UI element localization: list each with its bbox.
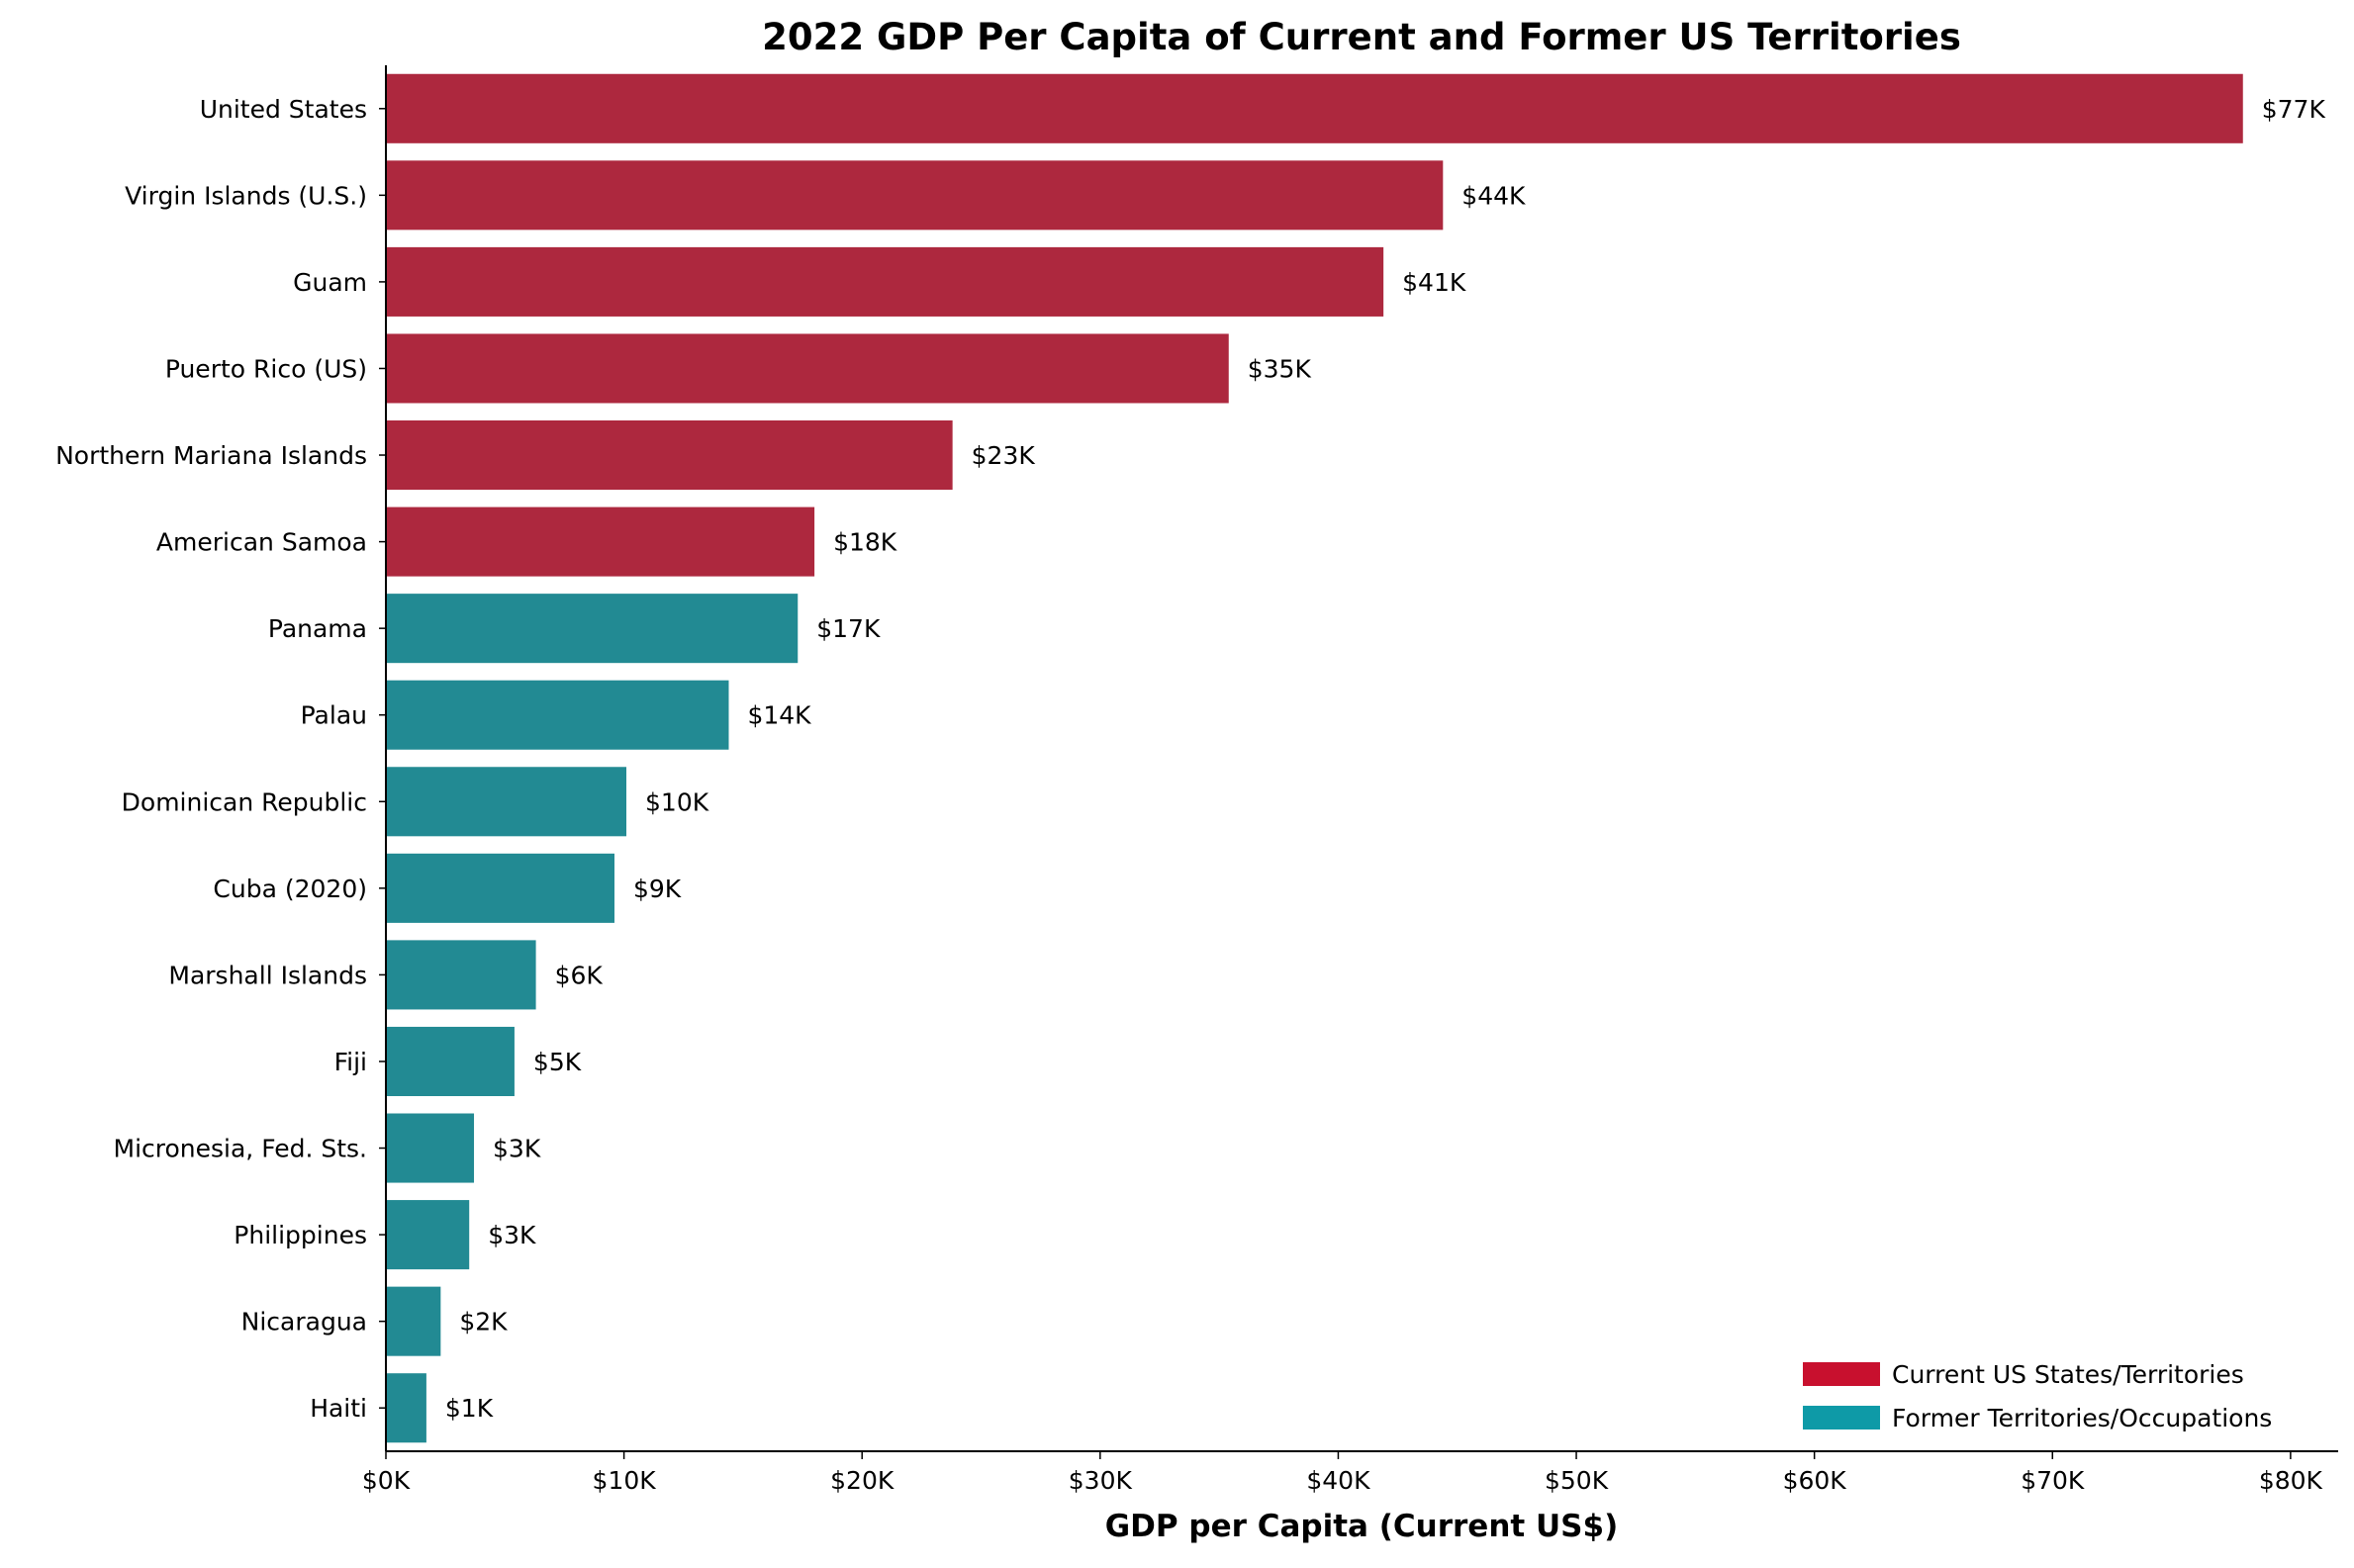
bar-nicaragua <box>386 1286 441 1356</box>
data-label: $14K <box>747 701 811 730</box>
bar-haiti <box>386 1373 426 1443</box>
bar-panama <box>386 594 799 664</box>
bar-fiji <box>386 1026 515 1096</box>
data-label: $77K <box>2262 95 2326 124</box>
data-label: $23K <box>972 441 1036 470</box>
data-label: $10K <box>645 787 709 816</box>
y-tick-label: Guam <box>293 268 367 297</box>
y-tick-label: Philippines <box>234 1221 367 1249</box>
bar-micronesia-fed-sts <box>386 1113 475 1183</box>
x-axis-label: GDP per Capita (Current US$) <box>1105 1509 1619 1544</box>
legend-label-current: Current US States/Territories <box>1892 1360 2244 1389</box>
bar-palau <box>386 680 729 750</box>
y-tick-label: United States <box>200 95 367 124</box>
y-tick-label: Northern Mariana Islands <box>55 441 367 470</box>
bar-guam <box>386 246 1384 317</box>
bar-american-samoa <box>386 507 815 577</box>
bar-dominican-republic <box>386 767 627 837</box>
axes-layer: United States Virgin Islands (U.S.) Guam Pu… <box>55 65 2338 1495</box>
legend-swatch-current <box>1803 1362 1880 1386</box>
y-tick-label: Puerto Rico (US) <box>165 354 367 383</box>
bars-layer: $77K $44K $41K $35K $23K $18K $17K $14K $10K $9K $… <box>386 73 2326 1443</box>
bar-united-states <box>386 73 2243 143</box>
y-tick-label: Micronesia, Fed. Sts. <box>114 1135 368 1163</box>
data-label: $6K <box>555 961 604 989</box>
y-tick-label: Haiti <box>310 1394 367 1423</box>
data-label: $44K <box>1461 181 1526 210</box>
data-label: $9K <box>633 875 682 903</box>
bar-marshall-islands <box>386 940 536 1010</box>
data-label: $3K <box>493 1135 541 1163</box>
data-label: $3K <box>488 1221 536 1249</box>
y-tick-label: Virgin Islands (U.S.) <box>125 181 367 210</box>
data-label: $35K <box>1248 354 1312 383</box>
bar-cuba-2020 <box>386 853 614 923</box>
x-tick-label: $40K <box>1306 1466 1370 1495</box>
data-label: $1K <box>445 1394 494 1423</box>
data-label: $18K <box>833 528 897 557</box>
y-tick-label: Cuba (2020) <box>213 875 367 903</box>
data-label: $41K <box>1402 268 1466 297</box>
legend: Current US States/Territories Former Terr… <box>1803 1360 2272 1432</box>
y-tick-label: Palau <box>301 701 367 730</box>
x-tick-label: $20K <box>830 1466 895 1495</box>
data-label: $5K <box>533 1048 582 1076</box>
y-tick-label: Nicaragua <box>241 1308 367 1337</box>
data-label: $17K <box>816 614 881 643</box>
legend-swatch-former <box>1803 1406 1880 1430</box>
x-tick-label: $60K <box>1783 1466 1847 1495</box>
y-tick-label: Fiji <box>334 1048 367 1076</box>
data-label: $2K <box>459 1308 508 1337</box>
x-tick-label: $80K <box>2259 1466 2323 1495</box>
x-tick-label: $50K <box>1545 1466 1609 1495</box>
bar-philippines <box>386 1200 470 1270</box>
bar-northern-mariana-islands <box>386 420 953 491</box>
y-tick-label: Dominican Republic <box>122 787 367 816</box>
legend-label-former: Former Territories/Occupations <box>1892 1404 2272 1432</box>
bar-puerto-rico-us <box>386 333 1229 404</box>
x-tick-label: $10K <box>593 1466 657 1495</box>
y-tick-label: Panama <box>268 614 367 643</box>
y-tick-label: Marshall Islands <box>168 961 367 989</box>
y-tick-label: American Samoa <box>156 528 367 557</box>
bar-virgin-islands-u-s <box>386 160 1444 231</box>
x-tick-label: $0K <box>362 1466 411 1495</box>
chart-title: 2022 GDP Per Capita of Current and Forme… <box>762 16 1961 58</box>
x-tick-label: $70K <box>2021 1466 2085 1495</box>
x-tick-label: $30K <box>1069 1466 1133 1495</box>
